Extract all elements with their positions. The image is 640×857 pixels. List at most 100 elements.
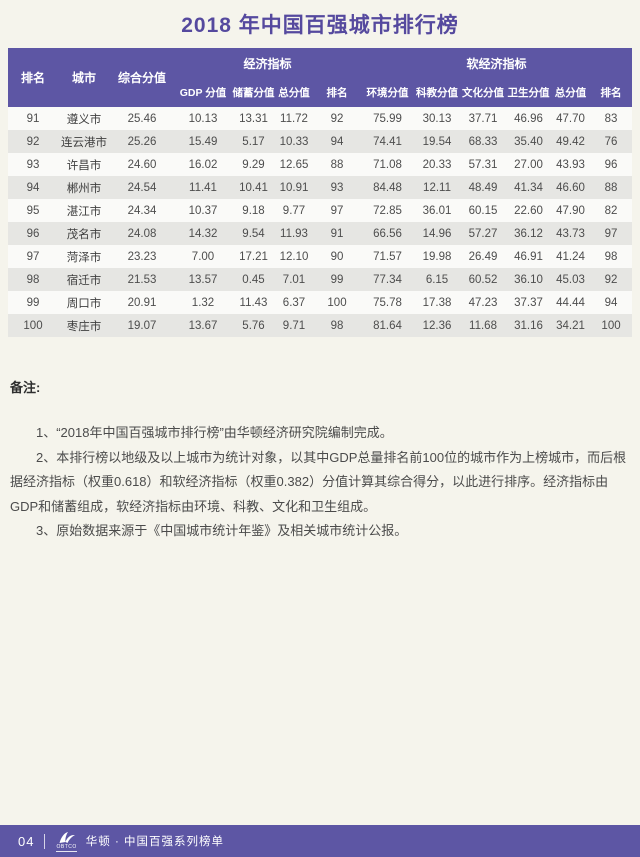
cell-science-education-score: 36.01 bbox=[422, 204, 452, 217]
cell-health-score: 37.37 bbox=[514, 296, 543, 309]
cell-health-score: 31.16 bbox=[514, 319, 543, 332]
cell-soft-total-score: 47.90 bbox=[556, 204, 585, 217]
cell-city: 枣庄市 bbox=[66, 320, 102, 333]
notes-list: 1、“2018年中国百强城市排行榜”由华顿经济研究院编制完成。 2、本排行榜以地级… bbox=[10, 421, 630, 544]
cell-environment-score: 66.56 bbox=[373, 227, 402, 240]
col-header-health-score: 卫生分值 bbox=[506, 78, 552, 107]
cell-soft-total-score: 41.24 bbox=[556, 250, 585, 263]
footer-brand-text: 华顿 · 中国百强系列榜单 bbox=[85, 836, 224, 848]
col-header-eco-rank: 排名 bbox=[313, 78, 362, 107]
cell-eco-total-score: 9.71 bbox=[282, 319, 306, 332]
cell-culture-score: 48.49 bbox=[468, 181, 498, 194]
table-row: 95 湛江市 24.34 10.37 9.18 9.77 97 72.85 36.01 60.15… bbox=[8, 199, 633, 222]
cell-soft-rank: 94 bbox=[604, 296, 618, 309]
cell-culture-score: 57.31 bbox=[468, 158, 498, 171]
cell-rank: 98 bbox=[26, 273, 40, 286]
cell-soft-rank: 96 bbox=[604, 158, 618, 171]
cell-city: 连云港市 bbox=[61, 136, 107, 149]
cell-eco-total-score: 7.01 bbox=[282, 273, 306, 286]
cell-science-education-score: 12.36 bbox=[422, 319, 452, 332]
cell-science-education-score: 19.54 bbox=[422, 135, 452, 148]
footer-bar: 04 OBTCO 华顿 · 中国百强系列榜单 bbox=[0, 825, 640, 857]
cell-city: 周口市 bbox=[66, 297, 102, 310]
note-item: 2、本排行榜以地级及以上城市为统计对象，以其中GDP总量排名前100位的城市作为… bbox=[10, 449, 627, 514]
cell-eco-rank: 100 bbox=[327, 296, 347, 309]
cell-rank: 94 bbox=[26, 181, 40, 194]
cell-gdp-score: 16.02 bbox=[188, 158, 218, 171]
notes-label: 备注: bbox=[10, 380, 41, 395]
cell-savings-score: 11.43 bbox=[239, 296, 268, 309]
cell-savings-score: 13.31 bbox=[239, 112, 268, 125]
page-number: 04 bbox=[18, 833, 35, 849]
cell-environment-score: 81.64 bbox=[373, 319, 402, 332]
cell-city: 茂名市 bbox=[66, 228, 102, 241]
cell-rank: 95 bbox=[26, 204, 40, 217]
cell-culture-score: 11.68 bbox=[469, 319, 497, 332]
cell-eco-total-score: 10.33 bbox=[279, 135, 309, 148]
cell-soft-total-score: 44.44 bbox=[556, 296, 585, 309]
cell-savings-score: 9.54 bbox=[242, 227, 265, 240]
cell-soft-rank: 82 bbox=[604, 204, 618, 217]
cell-soft-rank: 88 bbox=[604, 181, 618, 194]
col-header-savings-score: 储蓄分值 bbox=[232, 78, 275, 107]
cell-soft-rank: 76 bbox=[604, 135, 618, 148]
col-header-rank: 排名 bbox=[8, 48, 58, 107]
table-row: 92 连云港市 25.26 15.49 5.17 10.33 94 74.41 19.54 68.… bbox=[8, 130, 633, 153]
table-row: 97 菏泽市 23.23 7.00 17.21 12.10 90 71.57 19.98 26.4… bbox=[8, 245, 633, 268]
cell-composite-score: 24.54 bbox=[127, 181, 157, 194]
cell-eco-rank: 99 bbox=[330, 273, 344, 286]
cell-eco-rank: 90 bbox=[330, 250, 344, 263]
col-header-soft-rank: 排名 bbox=[590, 78, 633, 107]
cell-soft-total-score: 43.93 bbox=[556, 158, 585, 171]
note-item: 1、“2018年中国百强城市排行榜”由华顿经济研究院编制完成。 bbox=[36, 425, 393, 440]
cell-rank: 93 bbox=[26, 158, 40, 171]
cell-environment-score: 75.78 bbox=[373, 296, 402, 309]
cell-environment-score: 71.57 bbox=[373, 250, 402, 263]
cell-composite-score: 23.23 bbox=[127, 250, 157, 263]
cell-city: 湛江市 bbox=[66, 205, 102, 218]
cell-environment-score: 75.99 bbox=[373, 112, 402, 125]
cell-savings-score: 5.17 bbox=[242, 135, 265, 148]
cell-health-score: 36.12 bbox=[514, 227, 543, 240]
cell-savings-score: 5.76 bbox=[242, 319, 265, 332]
col-header-soft-total-score: 总分值 bbox=[551, 78, 591, 107]
notes-section: 备注: 1、“2018年中国百强城市排行榜”由华顿经济研究院编制完成。 2、本排行… bbox=[10, 377, 630, 544]
cell-soft-total-score: 34.21 bbox=[556, 319, 585, 332]
table-row: 100 枣庄市 19.07 13.67 5.76 9.71 98 81.64 12.36 11.6… bbox=[8, 314, 633, 337]
cell-soft-rank: 92 bbox=[604, 273, 618, 286]
cell-culture-score: 57.27 bbox=[468, 227, 498, 240]
col-group-economic-indicators: 经济指标 bbox=[174, 48, 362, 78]
cell-soft-rank: 97 bbox=[604, 227, 618, 240]
table-header: 排名 城市 综合分值 经济指标 软经济指标 GDP 分值 储蓄分值 总分值 排名 环境分… bbox=[8, 48, 633, 107]
cell-composite-score: 24.60 bbox=[127, 158, 157, 171]
cell-gdp-score: 7.00 bbox=[191, 250, 215, 263]
logo-text: OBTCO bbox=[56, 843, 77, 852]
cell-composite-score: 21.53 bbox=[127, 273, 157, 286]
cell-science-education-score: 20.33 bbox=[422, 158, 452, 171]
cell-eco-total-score: 10.91 bbox=[279, 181, 309, 194]
cell-health-score: 41.34 bbox=[514, 181, 543, 194]
cell-savings-score: 0.45 bbox=[242, 273, 265, 286]
cell-culture-score: 60.15 bbox=[468, 204, 498, 217]
cell-eco-rank: 94 bbox=[330, 135, 344, 148]
bird-swoosh-icon bbox=[57, 831, 77, 844]
cell-rank: 91 bbox=[26, 112, 40, 125]
table-row: 98 宿迁市 21.53 13.57 0.45 7.01 99 77.34 6.15 60.52 3… bbox=[8, 268, 633, 291]
cell-science-education-score: 17.38 bbox=[422, 296, 452, 309]
cell-environment-score: 84.48 bbox=[373, 181, 402, 194]
cell-science-education-score: 30.13 bbox=[422, 112, 452, 125]
cell-health-score: 35.40 bbox=[514, 135, 543, 148]
cell-culture-score: 47.23 bbox=[468, 296, 498, 309]
cell-rank: 97 bbox=[26, 250, 40, 263]
table-row: 96 茂名市 24.08 14.32 9.54 11.93 91 66.56 14.96 57.2… bbox=[8, 222, 633, 245]
cell-soft-total-score: 43.73 bbox=[556, 227, 585, 240]
ranking-table: 排名 城市 综合分值 经济指标 软经济指标 GDP 分值 储蓄分值 总分值 排名 环境分… bbox=[8, 48, 633, 337]
cell-savings-score: 9.29 bbox=[242, 158, 265, 171]
col-header-gdp-score: GDP 分值 bbox=[174, 78, 232, 107]
col-header-eco-total-score: 总分值 bbox=[275, 78, 313, 107]
cell-health-score: 46.91 bbox=[514, 250, 543, 263]
table-row: 93 许昌市 24.60 16.02 9.29 12.65 88 71.08 20.33 57.3… bbox=[8, 153, 633, 176]
col-header-city: 城市 bbox=[58, 48, 110, 107]
cell-soft-rank: 83 bbox=[604, 112, 618, 125]
col-header-culture-score: 文化分值 bbox=[460, 78, 507, 107]
